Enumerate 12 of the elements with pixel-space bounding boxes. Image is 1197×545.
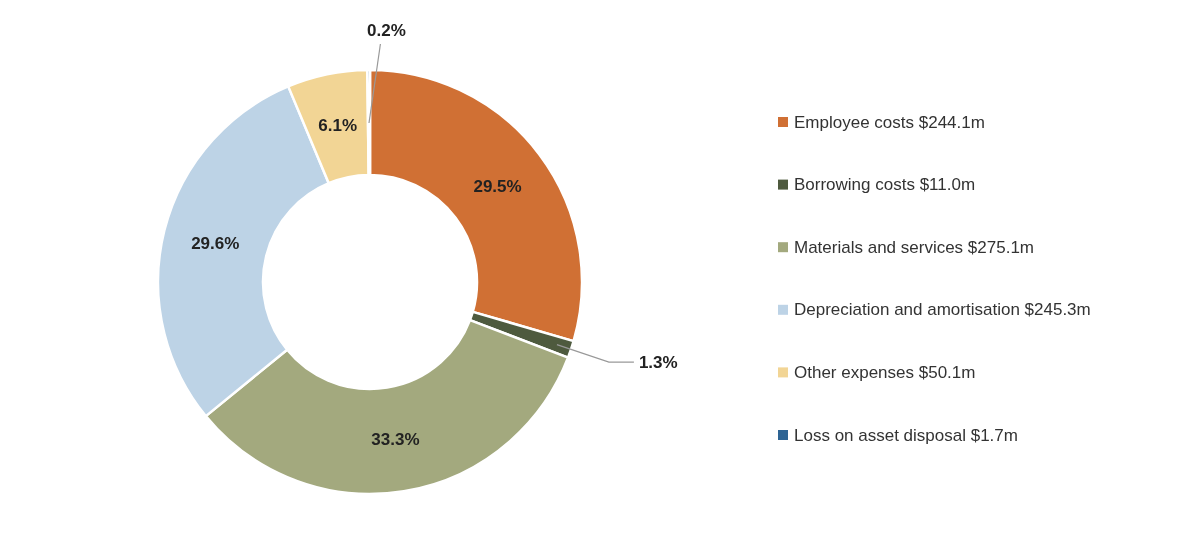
legend-label: Depreciation and amortisation $245.3m [794,300,1091,320]
legend-label: Borrowing costs $11.0m [794,175,976,195]
data-label: 6.1% [318,116,358,136]
legend-label: Other expenses $50.1m [794,362,976,382]
data-label: 0.2% [367,20,406,40]
data-label: 1.3% [638,352,678,372]
data-label: 29.5% [473,176,522,196]
legend-label: Materials and services $275.1m [794,237,1035,257]
data-label: 33.3% [371,429,420,449]
legend-label: Loss on asset disposal $1.7m [794,425,1018,445]
data-label: 29.6% [191,233,240,253]
legend-label: Employee costs $244.1m [794,112,985,132]
